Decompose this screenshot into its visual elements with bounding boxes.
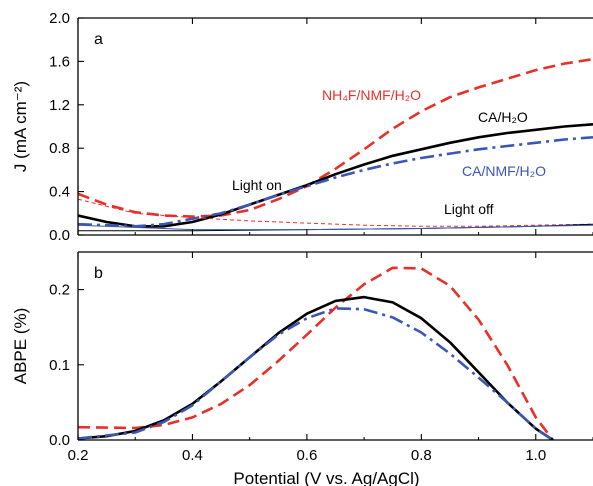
y-tick-label: 0.4	[49, 184, 70, 201]
annotation-nh4f: NH₄F/NMF/H₂O	[322, 87, 421, 103]
series-line-a-1	[78, 123, 593, 228]
panel-b: 0.2 0.4 0.6 0.8 1.0 0.0 0.1 0.2 b ABPE (%) Potenti…	[11, 251, 593, 486]
x-tick-label: 0.8	[411, 447, 432, 464]
series-line-a-2	[78, 136, 593, 228]
y-tick-label: 1.2	[49, 97, 70, 114]
y-axis-label: ABPE (%)	[11, 308, 30, 385]
series-group	[78, 57, 593, 232]
x-tick-label: 0.2	[68, 447, 89, 464]
x-tick-label: 0.6	[296, 447, 317, 464]
series-line-a-5	[78, 224, 593, 231]
y-tick-label: 1.6	[49, 53, 70, 70]
annotation-light-on: Light on	[232, 177, 282, 193]
panel-label: a	[94, 31, 103, 48]
series-group	[78, 266, 554, 440]
annotation-light-off: Light off	[444, 201, 494, 217]
y-tick-label: 0.2	[49, 282, 70, 299]
series-line-a-0	[78, 57, 593, 218]
annotation-ca-nmf: CA/NMF/H₂O	[462, 163, 546, 179]
x-axis-label: Potential (V vs. Ag/AgCl)	[233, 469, 419, 486]
annotation-ca-h2o: CA/H₂O	[478, 109, 528, 125]
x-tick-label: 1.0	[525, 447, 546, 464]
y-tick-label: 0.8	[49, 140, 70, 157]
series-line-b-0	[78, 266, 554, 440]
y-tick-label: 2.0	[49, 10, 70, 27]
panel-a: 0.0 0.4 0.8 1.2 1.6 2.0 a J (mA cm⁻²) NH₄F/NMF/H…	[11, 10, 593, 244]
series-line-b-2	[78, 307, 554, 440]
y-tick-label: 0.0	[49, 227, 70, 244]
y-axis-label: J (mA cm⁻²)	[11, 81, 30, 172]
x-tick-label: 0.4	[182, 447, 203, 464]
y-tick-label: 0.1	[49, 357, 70, 374]
panel-label: b	[94, 265, 103, 282]
series-line-b-1	[78, 295, 554, 440]
y-tick-label: 0.0	[49, 432, 70, 449]
series-line-a-3	[78, 198, 593, 227]
